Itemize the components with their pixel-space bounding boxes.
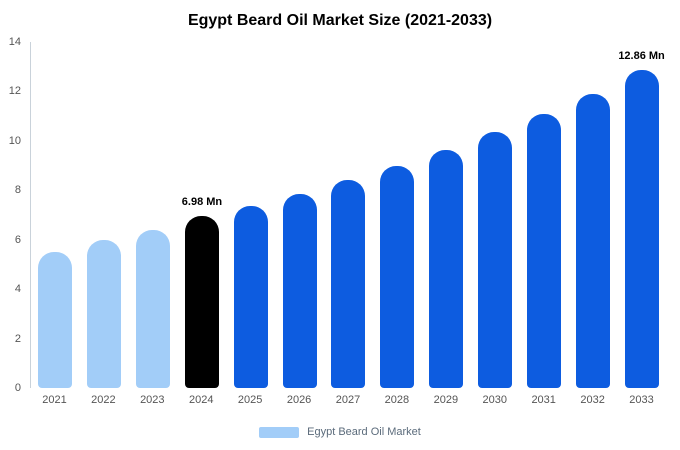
x-axis-tick-label: 2026 (286, 394, 312, 406)
y-axis-tick-label: 6 (14, 233, 21, 246)
x-axis-tick-label: 2029 (433, 394, 459, 406)
bar-value-label: 12.86 Mn (618, 50, 665, 63)
bar-2031 (526, 113, 561, 388)
bar-slot (471, 42, 520, 388)
legend-label: Egypt Beard Oil Market (307, 426, 421, 438)
x-axis-tick-label: 2032 (580, 394, 605, 406)
y-axis-tick-label: 2 (14, 332, 21, 345)
bar-2024: 6.98 Mn (182, 196, 222, 388)
bar-2026 (282, 194, 317, 388)
x-axis-tick-label: 2030 (482, 394, 507, 406)
y-axis-tick-label: 12 (8, 85, 21, 98)
bar-2022 (87, 239, 122, 388)
bar-slot: 6.98 Mn (178, 42, 227, 388)
bar-2028 (380, 165, 415, 388)
plot-area: 6.98 Mn 12.86 Mn (30, 42, 666, 388)
y-axis-tick-label: 14 (8, 36, 21, 48)
bar-2023 (136, 229, 171, 388)
bar-2029 (429, 149, 464, 388)
bar-slot (422, 42, 471, 388)
bar-slot (373, 42, 422, 388)
bar-slot (129, 42, 178, 388)
bar-slot (568, 42, 617, 388)
x-axis-tick-label: 2021 (42, 394, 67, 406)
bar-slot (31, 42, 80, 388)
y-axis: 0 2 4 6 8 10 12 14 (0, 36, 26, 394)
y-axis-tick-label: 4 (14, 283, 21, 296)
bar-2027 (331, 180, 366, 388)
bar-slot (324, 42, 373, 388)
bar-slot (80, 42, 129, 388)
bar-slot (226, 42, 275, 388)
chart-title: Egypt Beard Oil Market Size (2021-2033) (187, 12, 493, 29)
x-axis-tick-label: 2025 (237, 394, 263, 406)
bar-2032 (575, 93, 610, 388)
bar-slot: 12.86 Mn (617, 42, 666, 388)
y-axis-tick-label: 10 (8, 134, 21, 147)
x-axis-tick-label: 2023 (140, 394, 165, 406)
bar-slot (275, 42, 324, 388)
bar-2030 (478, 132, 513, 388)
bar-slot (519, 42, 568, 388)
x-axis-tick-label: 2024 (188, 394, 214, 406)
y-axis-tick-label: 8 (14, 184, 21, 197)
bar-2021 (38, 252, 73, 388)
x-axis-tick-label: 2022 (91, 394, 116, 406)
x-axis-tick-label: 2028 (384, 394, 410, 406)
x-axis-tick-label: 2027 (335, 394, 361, 406)
x-axis-tick-label: 2033 (629, 394, 654, 406)
bar-2033: 12.86 Mn (618, 50, 665, 388)
bar-value-label: 6.98 Mn (181, 195, 223, 208)
bar-2025 (233, 206, 268, 388)
y-axis-tick-label: 0 (14, 382, 21, 394)
legend-swatch (259, 426, 300, 438)
x-axis: 2021 2022 2023 2024 2025 2026 2027 2028 2029 2030… (30, 394, 666, 406)
legend: Egypt Beard Oil Market (0, 426, 680, 438)
x-axis-tick-label: 2031 (531, 394, 556, 406)
